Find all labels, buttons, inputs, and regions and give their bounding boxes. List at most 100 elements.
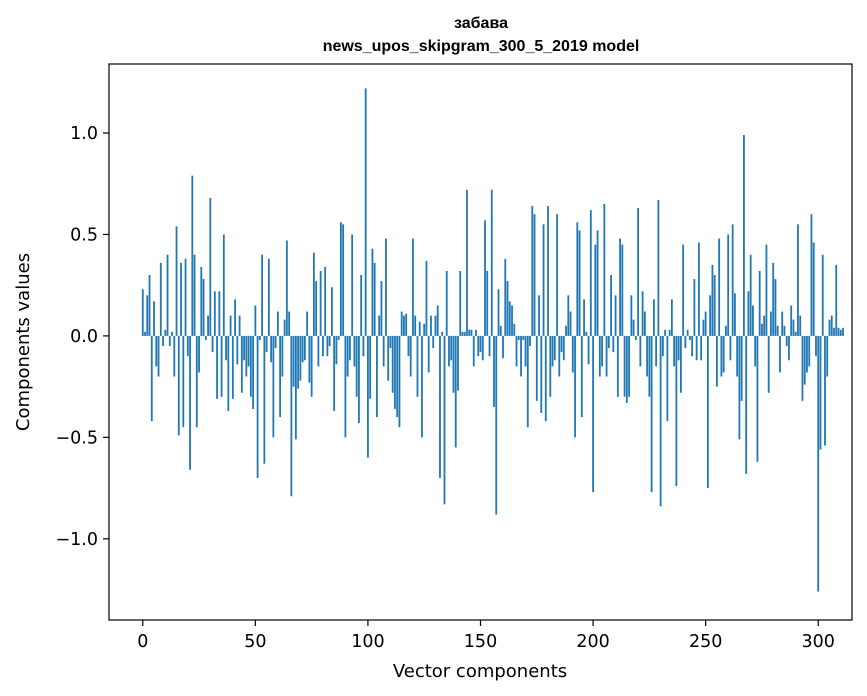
bar bbox=[319, 270, 322, 336]
bar bbox=[643, 311, 646, 336]
bar bbox=[481, 335, 484, 361]
bar bbox=[391, 335, 394, 393]
bar bbox=[331, 287, 333, 336]
bar bbox=[718, 238, 721, 336]
bar bbox=[389, 335, 392, 349]
bar bbox=[240, 335, 243, 393]
bar bbox=[756, 335, 759, 462]
bar bbox=[839, 329, 842, 336]
bar bbox=[306, 311, 309, 336]
bar bbox=[828, 319, 831, 336]
bar bbox=[549, 335, 552, 397]
bar bbox=[443, 335, 446, 505]
bar bbox=[511, 305, 513, 336]
y-axis: −1.0 −0.5 0.0 0.5 1.0 bbox=[56, 124, 109, 550]
bar bbox=[639, 335, 642, 367]
bar bbox=[646, 335, 649, 377]
bar bbox=[515, 335, 518, 367]
bar bbox=[815, 335, 817, 357]
bar bbox=[650, 335, 653, 493]
bar bbox=[569, 311, 572, 336]
y-tick-label: 0.5 bbox=[70, 225, 98, 245]
bar bbox=[164, 329, 167, 336]
bar bbox=[835, 264, 838, 336]
bar bbox=[452, 335, 455, 393]
bar bbox=[229, 315, 232, 336]
bar bbox=[351, 234, 354, 336]
bar bbox=[472, 335, 475, 367]
bar bbox=[308, 335, 311, 383]
chart-title: забава bbox=[454, 15, 508, 32]
bar bbox=[833, 327, 835, 336]
bar bbox=[270, 335, 273, 363]
bar bbox=[623, 335, 626, 397]
bar bbox=[184, 258, 187, 336]
bar bbox=[261, 254, 263, 336]
bar bbox=[189, 335, 191, 470]
bar bbox=[558, 335, 561, 377]
bar bbox=[182, 335, 185, 428]
bar bbox=[141, 289, 144, 336]
bar bbox=[709, 295, 712, 336]
bar bbox=[337, 335, 340, 340]
bar bbox=[522, 335, 525, 340]
bar bbox=[637, 208, 640, 336]
bar bbox=[382, 335, 385, 367]
bar bbox=[285, 240, 288, 336]
bar bbox=[808, 335, 811, 367]
bar bbox=[434, 315, 437, 336]
bar bbox=[544, 335, 547, 422]
bar bbox=[540, 335, 543, 414]
bar bbox=[743, 135, 745, 336]
bar bbox=[826, 335, 829, 377]
bar bbox=[418, 321, 421, 336]
bar bbox=[556, 214, 558, 336]
bar bbox=[238, 315, 241, 336]
bar bbox=[533, 214, 536, 336]
bar bbox=[376, 335, 378, 418]
bar bbox=[243, 335, 245, 361]
bar bbox=[207, 315, 209, 336]
bar bbox=[213, 291, 216, 336]
bar bbox=[688, 335, 691, 340]
bar bbox=[725, 325, 727, 336]
bar bbox=[749, 254, 752, 336]
bar bbox=[842, 327, 844, 336]
bar bbox=[790, 305, 793, 336]
bar bbox=[148, 275, 151, 336]
bar bbox=[490, 189, 493, 336]
bar bbox=[664, 329, 667, 336]
bar bbox=[198, 335, 200, 373]
bar bbox=[371, 248, 374, 336]
bar bbox=[571, 335, 574, 373]
bar bbox=[396, 335, 399, 418]
bar bbox=[171, 331, 173, 336]
bar bbox=[700, 335, 703, 361]
bar bbox=[553, 335, 556, 361]
bar bbox=[276, 311, 279, 336]
bar bbox=[679, 335, 682, 393]
bar bbox=[513, 323, 516, 336]
bar bbox=[745, 335, 748, 474]
bar bbox=[186, 335, 189, 357]
bar bbox=[713, 275, 716, 336]
bar bbox=[551, 335, 554, 367]
bar bbox=[211, 335, 214, 353]
bar bbox=[576, 222, 579, 336]
bar bbox=[430, 315, 432, 336]
bar bbox=[727, 234, 730, 336]
bar bbox=[252, 335, 254, 409]
bar bbox=[412, 238, 414, 336]
bar bbox=[400, 311, 403, 336]
bar bbox=[767, 335, 770, 393]
bar bbox=[247, 335, 250, 367]
bar bbox=[310, 335, 313, 397]
bar bbox=[153, 301, 155, 336]
bar bbox=[272, 335, 275, 438]
bar bbox=[146, 295, 149, 336]
bar bbox=[425, 260, 428, 336]
bar bbox=[409, 335, 412, 377]
bar bbox=[776, 325, 779, 336]
x-tick-label: 200 bbox=[576, 632, 609, 652]
bar bbox=[754, 335, 757, 367]
